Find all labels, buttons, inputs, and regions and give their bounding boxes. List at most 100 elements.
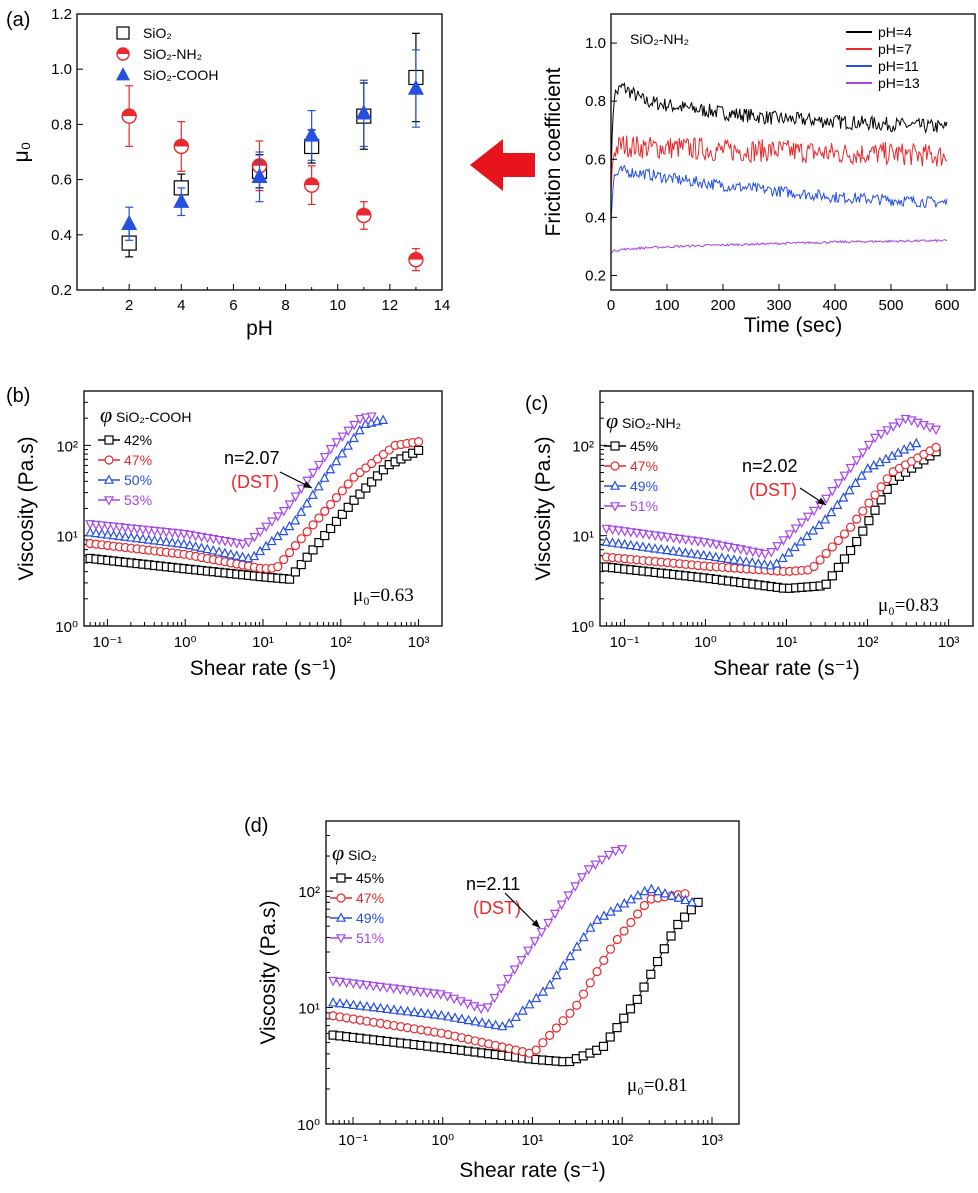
data-point (603, 850, 614, 861)
data-point (610, 846, 621, 857)
data-point (626, 917, 636, 928)
data-point (832, 499, 843, 509)
data-point (178, 538, 189, 549)
legend-label: 45% (630, 438, 658, 454)
data-point (882, 474, 892, 484)
data-point (753, 558, 764, 568)
data-point (173, 537, 184, 548)
data-point (729, 554, 740, 564)
data-point (673, 892, 684, 902)
data-point (565, 950, 576, 961)
y-axis-label: Viscosity (Pa.s) (257, 900, 280, 1044)
data-point (395, 1005, 406, 1015)
x-tick-label: 10⁻¹ (610, 634, 640, 651)
data-point (845, 463, 856, 474)
data-point (808, 525, 819, 535)
data-point (612, 934, 622, 945)
x-tick-label: 10⁰ (694, 634, 717, 651)
plot-frame (610, 13, 976, 291)
data-point (367, 477, 377, 487)
data-point (173, 138, 189, 155)
data-point (255, 527, 266, 538)
data-point (625, 1004, 636, 1014)
arrow-head (817, 497, 826, 505)
y-tick-label: 1.0 (585, 35, 606, 52)
y-tick-label: 0.8 (585, 93, 606, 110)
data-point (576, 873, 587, 883)
data-point (894, 418, 905, 429)
data-point (931, 425, 942, 436)
data-point (303, 177, 320, 193)
data-point (355, 489, 365, 499)
data-point (680, 894, 691, 905)
y-tick-label: 0.2 (585, 267, 606, 284)
data-point (772, 542, 783, 552)
legend-label: pH=11 (878, 58, 919, 74)
data-point (251, 167, 268, 184)
data-point (184, 539, 195, 550)
series-1: 47% (328, 889, 690, 1058)
x-tick-label: 200 (710, 297, 735, 314)
data-point (625, 539, 636, 550)
y-tick-label: 1.0 (51, 61, 72, 78)
data-point (735, 555, 746, 565)
x-axis-label: Shear rate (s⁻¹) (459, 1159, 605, 1182)
friction-line-1 (610, 135, 948, 194)
data-point (496, 984, 507, 994)
data-point (114, 530, 125, 541)
data-point (747, 557, 758, 567)
data-point (814, 519, 825, 530)
data-point (643, 542, 654, 552)
legend-marker (104, 435, 114, 445)
data-point (497, 1020, 508, 1031)
data-point (833, 562, 843, 572)
data-point (931, 442, 941, 452)
data-point (790, 524, 801, 534)
data-point (341, 998, 352, 1009)
data-point (857, 448, 868, 458)
data-point (716, 552, 727, 563)
x-tick-label: 10⁻¹ (338, 1132, 368, 1149)
legend-label: 49% (630, 478, 658, 494)
panel-b: (b) 10⁻¹ 10⁰ 10¹ 10² 10³ 10⁰ 10¹ 10² Shear rate (… (6, 385, 443, 680)
data-point (325, 445, 336, 455)
dst-annotation: (DST) (231, 472, 279, 492)
data-point (313, 480, 324, 491)
x-tick-label: 100 (654, 297, 679, 314)
data-point (375, 1002, 386, 1013)
legend-marker (610, 461, 620, 471)
data-point (551, 1023, 562, 1033)
data-point (349, 495, 359, 505)
panel-d: (d) 10⁻¹ 10⁰ 10¹ 10² 10³ 10⁰ 10¹ 10² Shear rate (… (244, 815, 740, 1182)
legend-label: 47% (356, 890, 384, 906)
data-point (429, 1009, 440, 1019)
data-point (331, 493, 342, 503)
data-point (470, 1015, 481, 1026)
data-point (428, 989, 439, 999)
data-point (308, 468, 319, 479)
data-point (687, 896, 698, 907)
legend-title: SiO₂-COOH (116, 409, 191, 425)
panel-label: (b) (6, 385, 30, 407)
data-point (771, 558, 782, 568)
y-tick-label: 10⁰ (297, 1117, 320, 1134)
data-point (349, 472, 359, 482)
y-tick-label: 0.4 (51, 227, 72, 244)
data-point (334, 977, 345, 988)
data-point (796, 518, 807, 529)
data-point (249, 550, 260, 561)
data-point (284, 520, 295, 531)
data-point (301, 497, 312, 508)
panel-label: (c) (525, 393, 548, 415)
arrow-head (531, 919, 540, 928)
x-tick-label: 10¹ (252, 634, 274, 651)
y-axis-label: Viscosity (Pa.s) (15, 436, 38, 580)
legend-label: 49% (356, 910, 384, 926)
data-point (870, 490, 880, 500)
y-tick-label: 10² (56, 438, 78, 455)
legend-label: 53% (124, 492, 152, 508)
data-point (888, 422, 899, 432)
data-point (760, 549, 771, 560)
data-point (303, 126, 320, 142)
data-point (517, 1005, 528, 1015)
